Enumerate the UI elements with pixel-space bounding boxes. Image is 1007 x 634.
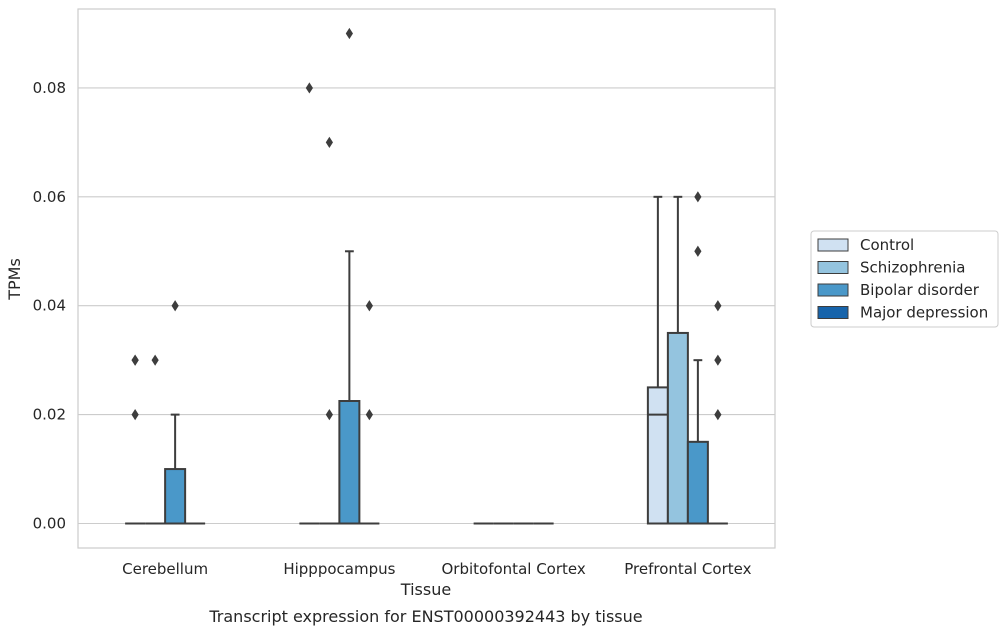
box-bipolar-disorder bbox=[164, 300, 187, 525]
x-axis: Cerebellum Hipppocampus Orbitofontal Corte… bbox=[122, 560, 751, 578]
outlier-point bbox=[151, 354, 159, 366]
box-bipolar-disorder bbox=[338, 27, 361, 525]
y-axis-label: TPMs bbox=[5, 258, 24, 301]
legend: Control Schizophrenia Bipolar disorder Majo… bbox=[810, 230, 999, 328]
y-tick-label: 0.04 bbox=[33, 297, 66, 315]
box-body bbox=[646, 386, 669, 525]
outlier-point bbox=[714, 409, 722, 421]
y-tick-label: 0.06 bbox=[33, 188, 66, 206]
outlier-point bbox=[131, 354, 139, 366]
x-tick-label: Prefrontal Cortex bbox=[624, 560, 751, 578]
box-schizophrenia bbox=[319, 136, 340, 525]
outlier-point bbox=[325, 409, 333, 421]
box-schizophrenia bbox=[666, 195, 689, 525]
outlier-point bbox=[325, 136, 333, 148]
outlier-point bbox=[365, 300, 373, 312]
plot-frame bbox=[77, 8, 776, 549]
y-tick-label: 0.00 bbox=[33, 515, 66, 533]
y-axis: 0.00 0.02 0.04 0.06 0.08 bbox=[33, 79, 66, 533]
legend-label: Bipolar disorder bbox=[860, 281, 980, 299]
outlier-point bbox=[171, 300, 179, 312]
outlier-point bbox=[131, 409, 139, 421]
outlier-point bbox=[694, 245, 702, 257]
box-schizophrenia bbox=[145, 354, 166, 525]
chart-caption: Transcript expression for ENST0000039244… bbox=[208, 607, 642, 626]
y-tick-label: 0.08 bbox=[33, 79, 66, 97]
box-control bbox=[299, 82, 320, 525]
box-major-depression bbox=[707, 300, 728, 525]
outlier-point bbox=[714, 300, 722, 312]
legend-label: Schizophrenia bbox=[860, 259, 965, 277]
legend-swatch bbox=[817, 283, 849, 297]
outlier-point bbox=[365, 409, 373, 421]
box-body bbox=[666, 331, 689, 525]
box-bipolar-disorder bbox=[686, 191, 709, 525]
outlier-point bbox=[345, 27, 353, 40]
legend-swatch bbox=[817, 238, 849, 252]
box-body bbox=[686, 440, 709, 525]
x-tick-label: Orbitofontal Cortex bbox=[442, 560, 586, 578]
outlier-point bbox=[694, 191, 702, 203]
legend-swatch bbox=[817, 306, 849, 319]
outlier-point bbox=[714, 354, 722, 366]
box-body bbox=[338, 400, 361, 525]
box-control bbox=[646, 195, 669, 525]
box-body bbox=[164, 468, 187, 525]
x-tick-label: Cerebellum bbox=[122, 560, 208, 578]
legend-swatch bbox=[817, 261, 849, 274]
x-axis-label: Tissue bbox=[400, 580, 451, 599]
box-control bbox=[125, 354, 146, 525]
y-tick-label: 0.02 bbox=[33, 406, 66, 424]
legend-frame bbox=[810, 230, 999, 328]
legend-label: Major depression bbox=[860, 304, 988, 322]
outlier-point bbox=[305, 82, 313, 94]
x-tick-label: Hipppocampus bbox=[283, 560, 395, 578]
box-major-depression bbox=[359, 300, 380, 525]
plot-area bbox=[125, 27, 728, 525]
legend-label: Control bbox=[860, 236, 914, 254]
